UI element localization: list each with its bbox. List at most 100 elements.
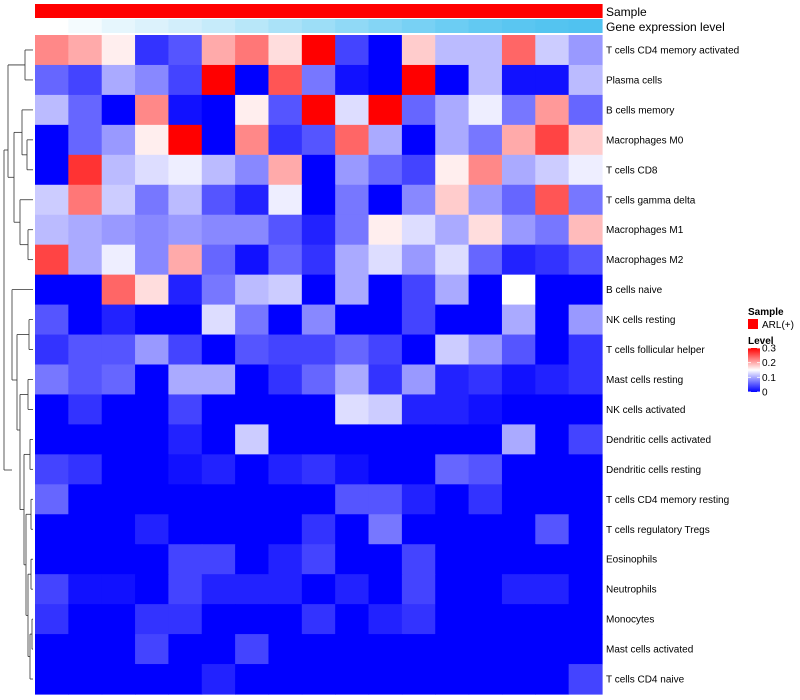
heatmap-cell xyxy=(568,574,603,605)
heatmap-cell xyxy=(335,394,370,425)
annotation-cell-sample xyxy=(68,4,103,18)
heatmap-cell xyxy=(235,184,270,216)
heatmap-cell xyxy=(368,544,403,575)
heatmap-cell xyxy=(201,214,236,246)
heatmap-cell xyxy=(201,334,236,366)
heatmap-cell xyxy=(368,484,403,515)
heatmap-cell xyxy=(468,544,503,575)
annotation-cell-gene-expression xyxy=(568,19,603,33)
heatmap-cell xyxy=(535,514,570,545)
heatmap-cell xyxy=(301,94,336,126)
heatmap-cell xyxy=(401,184,436,216)
heatmap-cell xyxy=(168,184,203,216)
heatmap-cell xyxy=(68,634,103,665)
heatmap-cell xyxy=(401,304,436,336)
heatmap-cell xyxy=(335,274,370,306)
heatmap-cell xyxy=(535,154,570,186)
heatmap-cell xyxy=(35,35,69,66)
heatmap-cell xyxy=(235,634,270,665)
heatmap-cell xyxy=(335,334,370,366)
legend-level-title: Level xyxy=(748,336,774,347)
annotation-cell-gene-expression xyxy=(535,19,570,33)
heatmap-cell xyxy=(201,244,236,276)
heatmap-cell xyxy=(568,334,603,366)
heatmap-cell xyxy=(368,424,403,455)
heatmap-cell xyxy=(268,604,303,635)
heatmap-cell xyxy=(168,124,203,156)
row-label: T cells CD4 naive xyxy=(606,675,685,686)
heatmap-cell xyxy=(368,604,403,635)
heatmap-cell xyxy=(201,184,236,216)
heatmap-cell xyxy=(401,334,436,366)
heatmap-cell xyxy=(201,634,236,665)
heatmap-cell xyxy=(235,35,270,66)
heatmap-cell xyxy=(401,364,436,396)
heatmap-cell xyxy=(268,184,303,216)
row-label: B cells naive xyxy=(606,285,663,296)
annotation-cell-sample xyxy=(568,4,603,18)
heatmap-cell xyxy=(201,364,236,396)
heatmap-cell xyxy=(268,244,303,276)
heatmap-cell xyxy=(568,184,603,216)
heatmap-cell xyxy=(501,454,536,485)
heatmap-cell xyxy=(101,424,136,455)
heatmap-cell xyxy=(35,184,69,216)
heatmap-cell xyxy=(101,514,136,545)
heatmap-cell xyxy=(35,334,69,366)
annotation-cell-sample xyxy=(468,4,503,18)
heatmap-cell xyxy=(201,124,236,156)
heatmap-cell xyxy=(268,574,303,605)
heatmap-cell xyxy=(201,454,236,485)
heatmap-cell xyxy=(435,484,470,515)
heatmap-cell xyxy=(401,424,436,455)
heatmap-cell xyxy=(135,424,170,455)
heatmap-cell xyxy=(401,484,436,515)
heatmap-cell xyxy=(101,604,136,635)
heatmap-cell xyxy=(568,664,603,695)
heatmap-cell xyxy=(135,484,170,515)
heatmap-cell xyxy=(235,64,270,96)
heatmap-cell xyxy=(301,334,336,366)
heatmap-cell xyxy=(568,94,603,126)
heatmap-cell xyxy=(201,274,236,306)
heatmap-cell xyxy=(401,214,436,246)
heatmap-cell xyxy=(101,454,136,485)
heatmap-cell xyxy=(135,364,170,396)
row-label: T cells gamma delta xyxy=(606,195,696,206)
heatmap-cell xyxy=(401,544,436,575)
heatmap-cell xyxy=(301,424,336,455)
heatmap-cell xyxy=(301,664,336,695)
heatmap-cell xyxy=(335,424,370,455)
heatmap-cell xyxy=(35,154,69,186)
heatmap-cell xyxy=(168,274,203,306)
row-label: Mast cells activated xyxy=(606,645,693,656)
heatmap-cell xyxy=(535,664,570,695)
annotation-cell-gene-expression xyxy=(501,19,536,33)
heatmap-cell xyxy=(235,274,270,306)
heatmap-cell xyxy=(501,214,536,246)
heatmap-cell xyxy=(568,35,603,66)
annotation-cell-gene-expression xyxy=(135,19,170,33)
row-label: Neutrophils xyxy=(606,585,657,596)
row-label: Macrophages M1 xyxy=(606,225,684,236)
heatmap-cell xyxy=(68,394,103,425)
heatmap-cell xyxy=(135,394,170,425)
heatmap-cell xyxy=(401,394,436,425)
heatmap-cell xyxy=(568,604,603,635)
heatmap-cell xyxy=(435,154,470,186)
heatmap-cell xyxy=(568,244,603,276)
heatmap-cell xyxy=(235,154,270,186)
heatmap-cell xyxy=(501,544,536,575)
heatmap-cell xyxy=(101,304,136,336)
heatmap-cell xyxy=(568,64,603,96)
heatmap-cell xyxy=(568,364,603,396)
legend-sample-entry: ARL(+) xyxy=(762,320,794,331)
heatmap-cell xyxy=(468,484,503,515)
heatmap-cell xyxy=(135,94,170,126)
heatmap-cell xyxy=(68,154,103,186)
heatmap-cell xyxy=(35,454,69,485)
heatmap-cell xyxy=(468,454,503,485)
heatmap-cell xyxy=(168,35,203,66)
heatmap-cell xyxy=(535,454,570,485)
column-annotation-bars xyxy=(35,4,603,33)
